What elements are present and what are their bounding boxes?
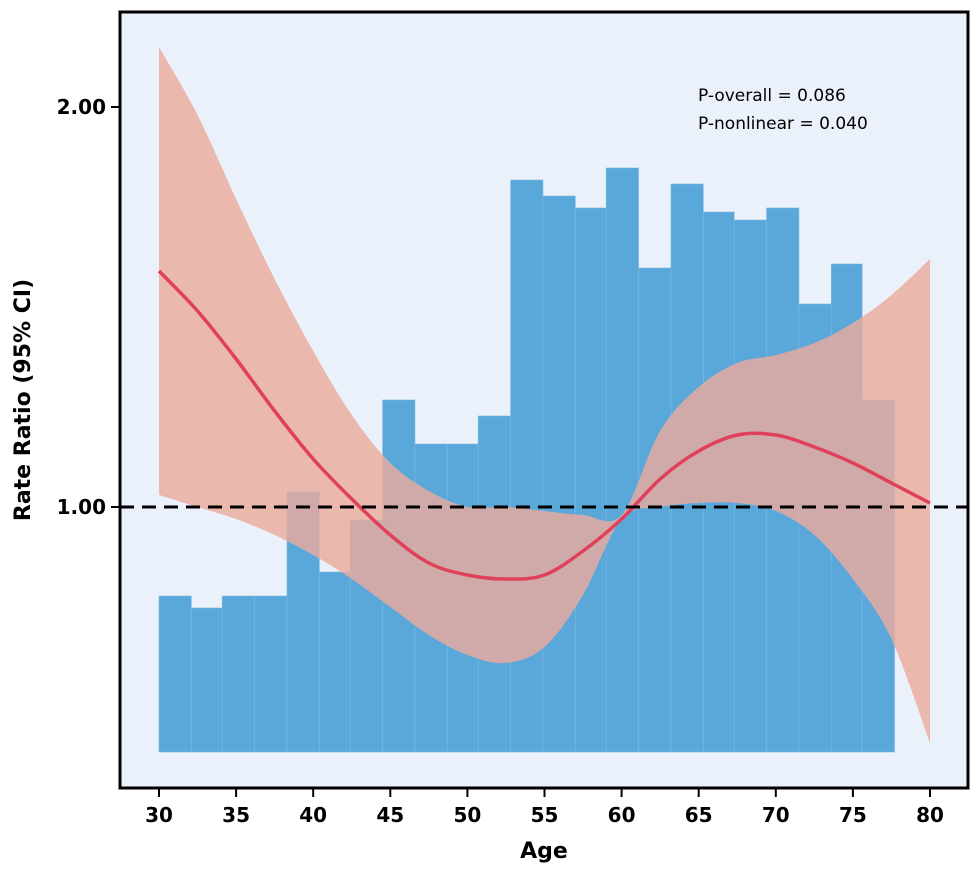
histogram-bar-11	[510, 179, 544, 753]
histogram-bar-14	[605, 167, 639, 753]
y-axis-title: Rate Ratio (95% CI)	[11, 279, 36, 521]
x-tick-label: 75	[839, 803, 867, 827]
x-tick-label: 60	[608, 803, 636, 827]
histogram-bar-3	[254, 595, 288, 753]
p-nonlinear-annotation: P-nonlinear = 0.040	[698, 114, 868, 134]
y-tick-label: 1.00	[57, 495, 106, 519]
x-tick-label: 40	[299, 803, 327, 827]
histogram-bar-5	[319, 571, 351, 753]
histogram-bar-0	[158, 595, 192, 753]
x-tick-label: 35	[222, 803, 250, 827]
ci-band	[159, 47, 930, 743]
x-axis: 30 35 40 45 50 55 60 65 70 75 80	[145, 788, 944, 827]
x-tick-label: 30	[145, 803, 173, 827]
x-tick-label: 65	[685, 803, 713, 827]
y-tick-label: 2.00	[57, 95, 106, 119]
histogram-bar-13	[575, 207, 607, 753]
histogram-bar-1	[191, 607, 223, 753]
x-tick-label: 55	[531, 803, 559, 827]
x-axis-title: Age	[520, 839, 568, 864]
x-tick-label: 80	[916, 803, 944, 827]
x-tick-label: 45	[376, 803, 404, 827]
y-axis: 1.00 2.00	[57, 95, 120, 519]
spline-line	[157, 269, 931, 581]
rate-ratio-line	[157, 269, 931, 581]
x-tick-label: 70	[762, 803, 790, 827]
histogram-bar-2	[221, 595, 255, 753]
p-overall-annotation: P-overall = 0.086	[698, 86, 846, 106]
confidence-band	[159, 47, 930, 743]
histogram-bar-12	[542, 195, 576, 753]
histogram-bar-15	[638, 267, 672, 753]
x-tick-label: 50	[453, 803, 481, 827]
